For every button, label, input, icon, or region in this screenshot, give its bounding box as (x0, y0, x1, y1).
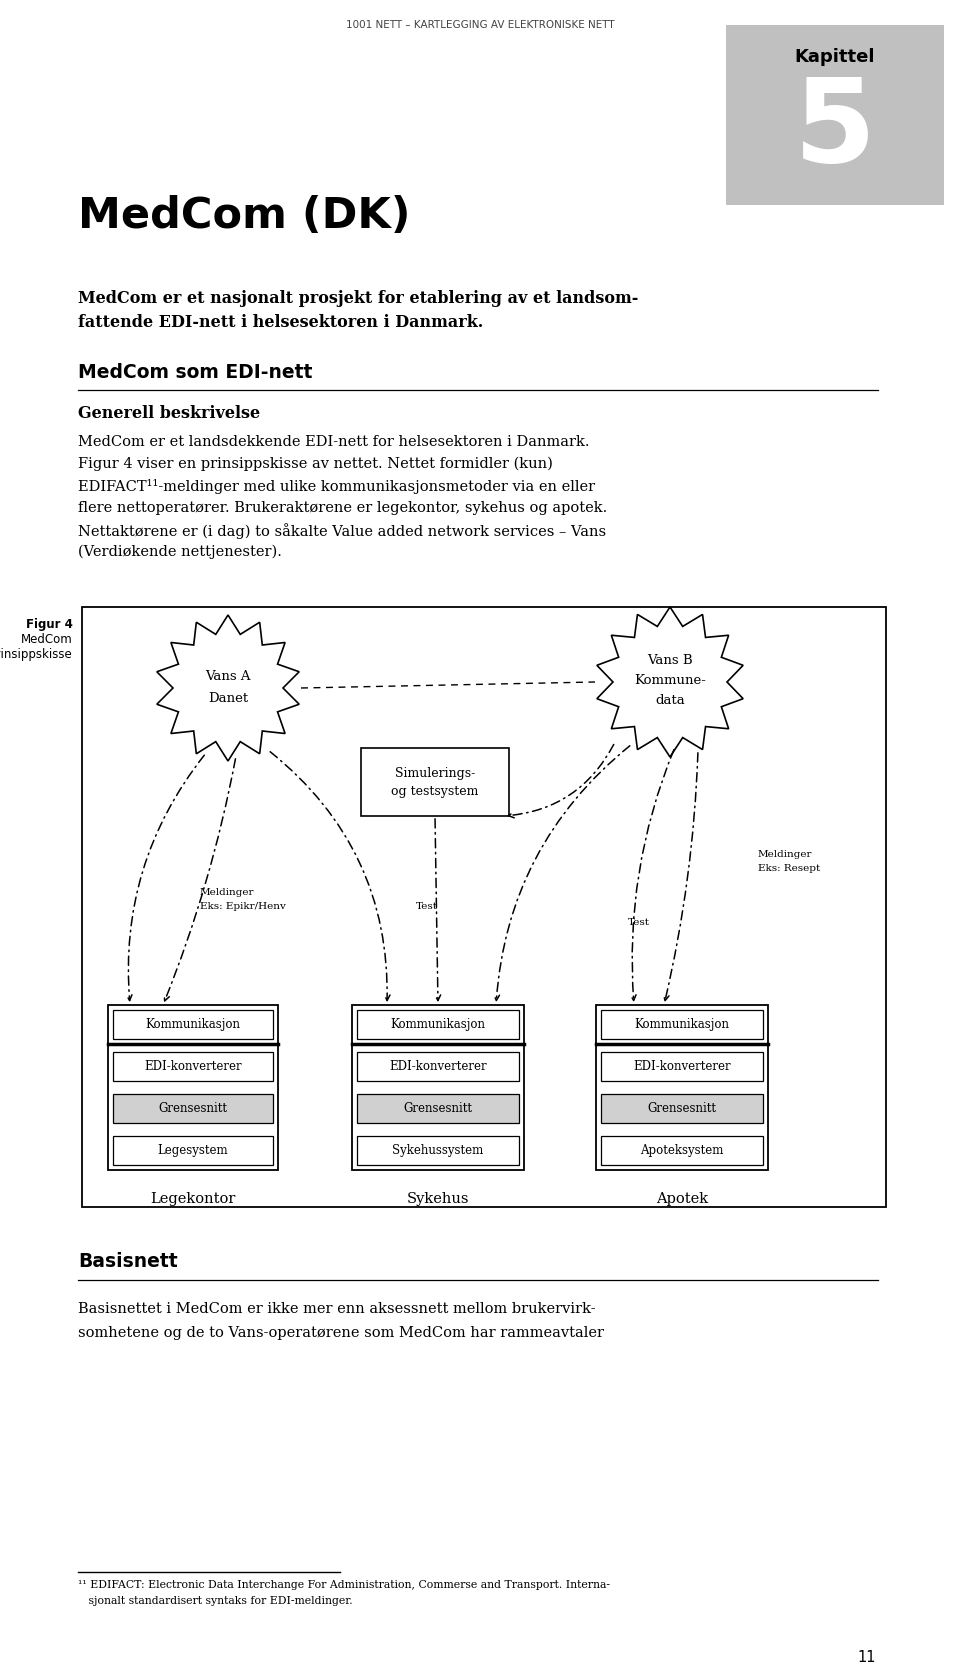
Polygon shape (156, 615, 300, 760)
Text: 5: 5 (794, 72, 876, 188)
Bar (601, 1094, 763, 1122)
Bar (357, 1136, 519, 1166)
Bar (601, 1010, 763, 1038)
Text: EDIFACT¹¹-meldinger med ulike kommunikasjonsmetoder via en eller: EDIFACT¹¹-meldinger med ulike kommunikas… (78, 479, 595, 494)
Bar (113, 1052, 273, 1080)
Bar (352, 1005, 524, 1171)
Text: 1001 NETT – KARTLEGGING AV ELEKTRONISKE NETT: 1001 NETT – KARTLEGGING AV ELEKTRONISKE … (346, 20, 614, 30)
Bar (82, 606, 886, 1208)
Text: MedCom er et landsdekkende EDI-nett for helsesektoren i Danmark.: MedCom er et landsdekkende EDI-nett for … (78, 436, 589, 449)
Bar (601, 1052, 763, 1080)
Text: Sykehus: Sykehus (407, 1193, 469, 1206)
Bar (596, 1005, 768, 1171)
Text: fattende EDI-nett i helsesektoren i Danmark.: fattende EDI-nett i helsesektoren i Danm… (78, 313, 483, 332)
Bar (601, 1136, 763, 1166)
Text: Kommune-: Kommune- (634, 673, 706, 687)
Text: prinsippskisse: prinsippskisse (0, 648, 73, 662)
Text: Grensesnitt: Grensesnitt (403, 1102, 472, 1116)
Text: Figur 4: Figur 4 (26, 618, 73, 631)
Text: Kommunikasjon: Kommunikasjon (146, 1018, 241, 1032)
Text: Kapittel: Kapittel (795, 49, 876, 65)
Text: Generell beskrivelse: Generell beskrivelse (78, 405, 260, 422)
Text: flere nettoperatører. Brukeraktørene er legekontor, sykehus og apotek.: flere nettoperatører. Brukeraktørene er … (78, 501, 608, 514)
Text: MedCom (DK): MedCom (DK) (78, 194, 411, 236)
Text: sjonalt standardisert syntaks for EDI-meldinger.: sjonalt standardisert syntaks for EDI-me… (78, 1596, 352, 1606)
Polygon shape (597, 606, 743, 757)
Bar (113, 1010, 273, 1038)
Text: Eks: Resept: Eks: Resept (758, 864, 820, 873)
Text: Eks: Epikr/Henv: Eks: Epikr/Henv (200, 903, 286, 911)
Text: Basisnettet i MedCom er ikke mer enn aksessnett mellom brukervirk-: Basisnettet i MedCom er ikke mer enn aks… (78, 1301, 595, 1317)
Text: Test: Test (628, 918, 650, 926)
Bar (357, 1052, 519, 1080)
Text: Vans A: Vans A (205, 670, 251, 683)
Text: Apoteksystem: Apoteksystem (640, 1144, 724, 1157)
Text: Sykehussystem: Sykehussystem (393, 1144, 484, 1157)
Text: Basisnett: Basisnett (78, 1251, 178, 1271)
Bar (361, 749, 509, 816)
Text: (Verdiøkende nettjenester).: (Verdiøkende nettjenester). (78, 544, 282, 559)
Text: ¹¹ EDIFACT: Electronic Data Interchange For Administration, Commerse and Transpo: ¹¹ EDIFACT: Electronic Data Interchange … (78, 1580, 610, 1590)
Text: Danet: Danet (208, 692, 248, 705)
Text: 11: 11 (857, 1650, 876, 1665)
Text: Nettaktørene er (i dag) to såkalte Value added network services – Vans: Nettaktørene er (i dag) to såkalte Value… (78, 523, 606, 539)
Text: Vans B: Vans B (647, 653, 693, 667)
Text: MedCom: MedCom (21, 633, 73, 647)
Text: Kommunikasjon: Kommunikasjon (391, 1018, 486, 1032)
Text: Apotek: Apotek (656, 1193, 708, 1206)
Text: Figur 4 viser en prinsippskisse av nettet. Nettet formidler (kun): Figur 4 viser en prinsippskisse av nette… (78, 457, 553, 471)
Bar (113, 1136, 273, 1166)
Text: EDI-konverterer: EDI-konverterer (144, 1060, 242, 1074)
Text: Kommunikasjon: Kommunikasjon (635, 1018, 730, 1032)
Bar (357, 1010, 519, 1038)
Text: Legesystem: Legesystem (157, 1144, 228, 1157)
Bar (357, 1094, 519, 1122)
Text: EDI-konverterer: EDI-konverterer (389, 1060, 487, 1074)
Text: Legekontor: Legekontor (151, 1193, 236, 1206)
Text: MedCom er et nasjonalt prosjekt for etablering av et landsom-: MedCom er et nasjonalt prosjekt for etab… (78, 290, 638, 307)
Text: Meldinger: Meldinger (200, 888, 254, 898)
Text: somhetene og de to Vans-operatørene som MedCom har rammeavtaler: somhetene og de to Vans-operatørene som … (78, 1327, 604, 1340)
Text: Grensesnitt: Grensesnitt (158, 1102, 228, 1116)
Text: Simulerings-
og testsystem: Simulerings- og testsystem (392, 767, 479, 797)
Text: data: data (655, 693, 684, 707)
Text: Grensesnitt: Grensesnitt (647, 1102, 716, 1116)
Text: Meldinger: Meldinger (758, 849, 812, 859)
Text: MedCom som EDI-nett: MedCom som EDI-nett (78, 363, 312, 382)
Bar (108, 1005, 278, 1171)
Bar (726, 25, 944, 204)
Text: EDI-konverterer: EDI-konverterer (634, 1060, 731, 1074)
Bar (113, 1094, 273, 1122)
Text: Test: Test (416, 903, 438, 911)
